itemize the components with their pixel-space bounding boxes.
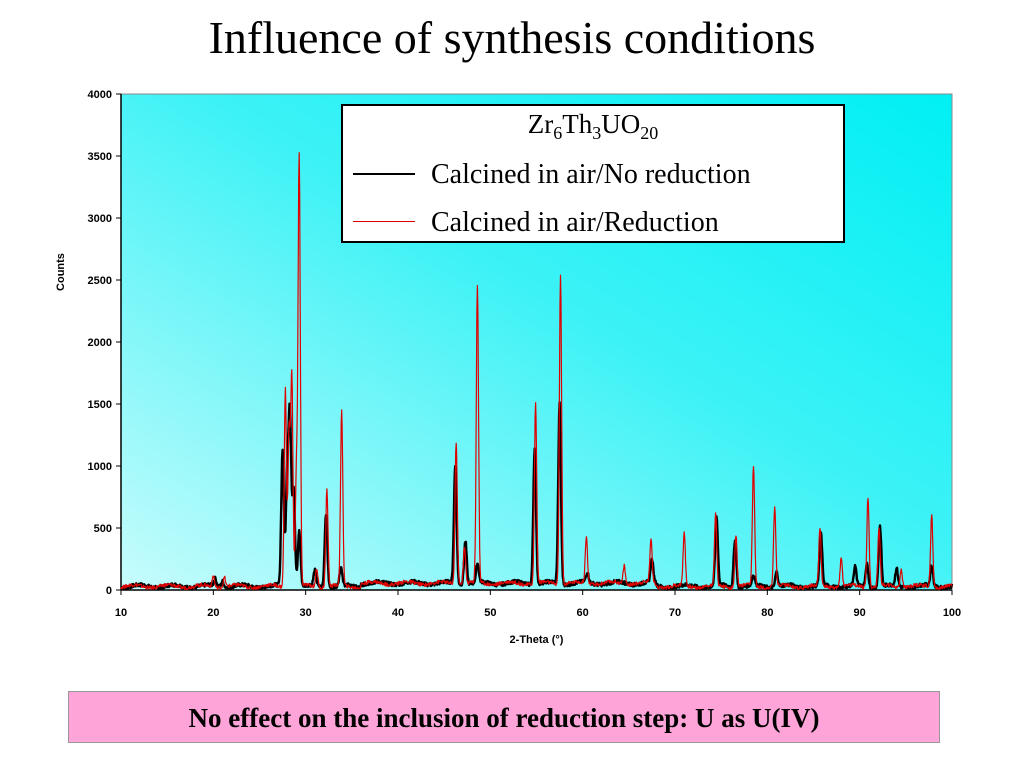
legend-swatch-red <box>353 221 415 222</box>
legend-title-part: 3 <box>592 123 602 143</box>
y-tick-label: 2000 <box>88 337 112 349</box>
y-tick-label: 0 <box>106 585 112 597</box>
x-tick-label: 100 <box>943 607 961 619</box>
x-axis: 10 20 30 40 50 60 70 80 90 100 <box>115 589 961 619</box>
legend-title-part: Zr <box>527 109 554 139</box>
legend-title-part: UO <box>601 109 641 139</box>
x-tick-label: 50 <box>484 607 496 619</box>
conclusion-note: No effect on the inclusion of reduction … <box>68 691 940 743</box>
x-tick-label: 20 <box>207 607 219 619</box>
chart-legend: Zr6Th3UO20 Calcined in air/No reduction … <box>341 104 845 243</box>
x-tick-label: 90 <box>854 607 866 619</box>
legend-label-no-reduction: Calcined in air/No reduction <box>431 159 751 190</box>
series-line-1 <box>120 152 953 591</box>
x-tick-label: 10 <box>115 607 127 619</box>
slide-title: Influence of synthesis conditions <box>208 12 816 63</box>
y-axis-label: Counts <box>55 253 67 291</box>
x-tick-label: 70 <box>669 607 681 619</box>
x-tick-label: 60 <box>577 607 589 619</box>
x-axis-label: 2-Theta (°) <box>510 634 564 646</box>
xrd-chart: 0 500 1000 1500 2000 2500 3000 3500 4000 10 20 30 4… <box>55 89 961 646</box>
y-tick-label: 4000 <box>88 89 112 101</box>
x-tick-label: 80 <box>761 607 773 619</box>
y-tick-label: 1500 <box>88 399 112 411</box>
series-lines <box>120 152 954 591</box>
y-tick-label: 3000 <box>88 213 112 225</box>
y-axis: 0 500 1000 1500 2000 2500 3000 3500 4000 <box>88 89 122 597</box>
legend-swatch-black <box>353 173 415 175</box>
legend-title-part: 20 <box>640 123 659 143</box>
y-tick-label: 500 <box>94 523 112 535</box>
y-tick-label: 3500 <box>88 151 112 163</box>
legend-title-part: 6 <box>553 123 563 143</box>
legend-title: Zr6Th3UO20 <box>343 109 843 143</box>
x-tick-label: 40 <box>392 607 404 619</box>
legend-label-reduction: Calcined in air/Reduction <box>431 207 719 238</box>
legend-title-part: Th <box>562 109 593 139</box>
x-tick-label: 30 <box>300 607 312 619</box>
y-tick-label: 1000 <box>88 461 112 473</box>
y-tick-label: 2500 <box>88 275 112 287</box>
